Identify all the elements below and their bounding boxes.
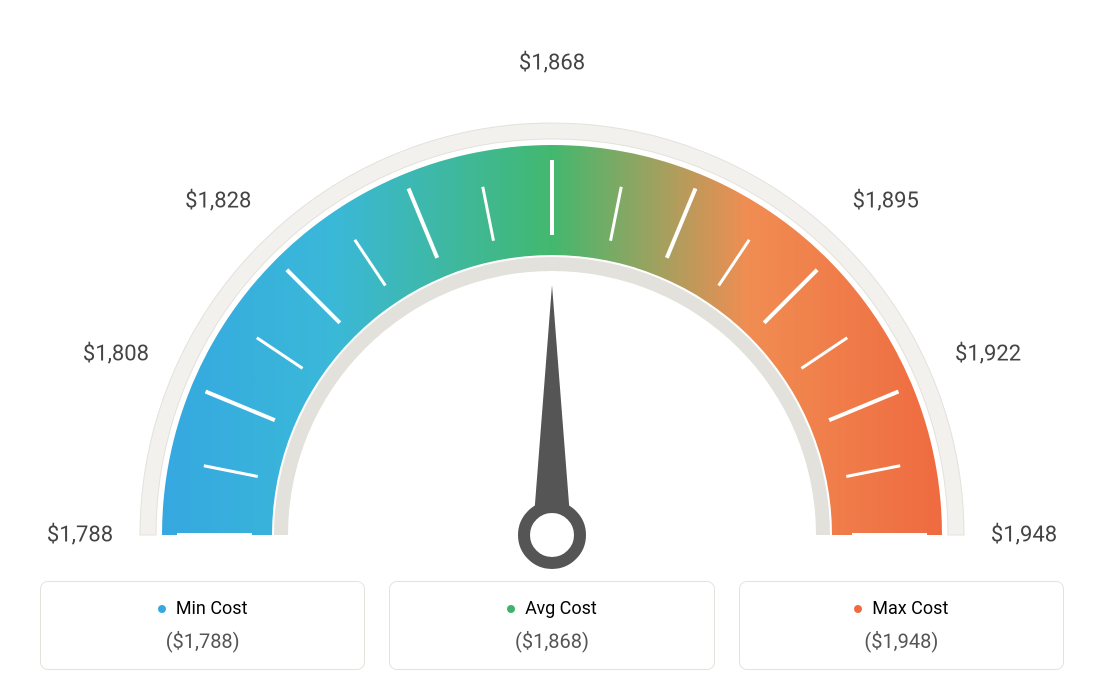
max-value: ($1,948) (752, 629, 1051, 653)
avg-label: Avg Cost (525, 598, 597, 619)
min-label: Min Cost (176, 598, 248, 619)
avg-dot (507, 605, 515, 613)
legend-row: Min Cost ($1,788) Avg Cost ($1,868) Max … (0, 581, 1104, 671)
tick-label: $1,948 (991, 523, 1057, 548)
max-dot (854, 605, 862, 613)
tick-label: $1,828 (185, 189, 251, 214)
legend-avg: Avg Cost ($1,868) (389, 581, 714, 671)
tick-label: $1,895 (853, 189, 919, 214)
min-dot (158, 605, 166, 613)
tick-label: $1,788 (47, 523, 113, 548)
cost-gauge: $1,788 $1,808 $1,828 $1,868 $1,895 $1,922 $1,9… (0, 0, 1104, 570)
tick-label: $1,868 (519, 51, 585, 76)
gauge-svg (0, 0, 1104, 570)
min-value: ($1,788) (53, 629, 352, 653)
max-label: Max Cost (872, 598, 948, 619)
avg-value: ($1,868) (402, 629, 701, 653)
legend-max: Max Cost ($1,948) (739, 581, 1064, 671)
tick-label: $1,808 (83, 342, 149, 367)
tick-label: $1,922 (955, 342, 1021, 367)
legend-min: Min Cost ($1,788) (40, 581, 365, 671)
